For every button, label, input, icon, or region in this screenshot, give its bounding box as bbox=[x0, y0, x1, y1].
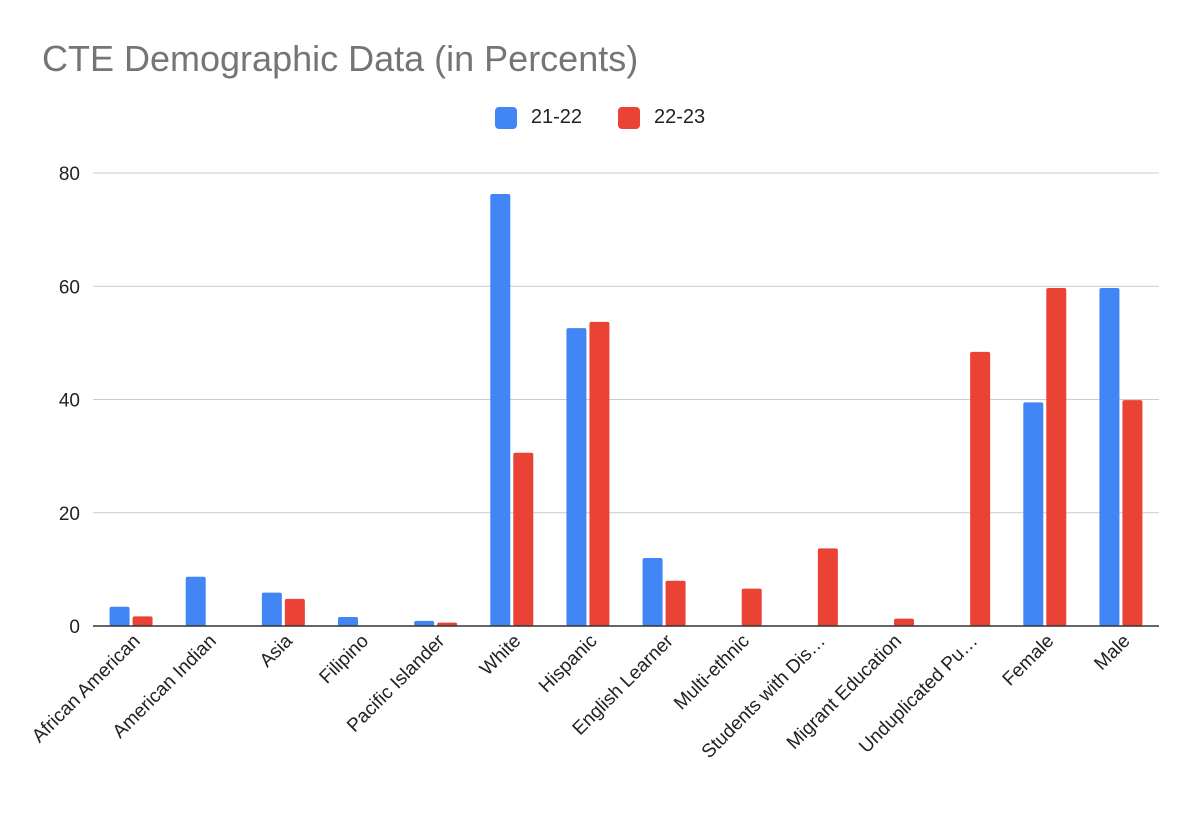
y-tick-label-20: 20 bbox=[59, 504, 80, 525]
bar-series-2-12: 22-23: 59.7 bbox=[1046, 287, 1067, 626]
bar-series-1-12: 21-22: 39.5 bbox=[1023, 402, 1044, 626]
bar-series-2-8: 22-23: 6.6 bbox=[741, 588, 762, 626]
y-tick-label-60: 60 bbox=[59, 277, 80, 298]
x-tick-label-9: Students with Dis… bbox=[698, 631, 830, 763]
bar-series-1-0: 21-22: 3.4 bbox=[109, 606, 130, 626]
bar-series-1-4: 21-22: 0.9 bbox=[414, 620, 435, 626]
x-tick-label-2: Asia bbox=[256, 630, 297, 671]
bar-series-1-2: 21-22: 5.9 bbox=[261, 592, 282, 626]
bar-series-1-13: 21-22: 59.7 bbox=[1099, 287, 1120, 626]
bar-series-1-6: 21-22: 52.6 bbox=[566, 328, 587, 626]
x-tick-label-3: Filipino bbox=[316, 631, 373, 688]
bar-series-1-1: 21-22: 8.7 bbox=[185, 576, 206, 626]
chart-title: CTE Demographic Data (in Percents) bbox=[42, 38, 639, 79]
bar-series-2-2: 22-23: 4.8 bbox=[284, 598, 305, 626]
bar-series-2-11: 22-23: 48.4 bbox=[970, 351, 991, 626]
y-tick-label-40: 40 bbox=[59, 391, 80, 412]
x-tick-label-13: Male bbox=[1090, 631, 1134, 675]
bar-series-2-5: 22-23: 30.6 bbox=[513, 452, 534, 626]
x-tick-label-5: White bbox=[476, 631, 525, 680]
x-tick-label-8: Multi-ethnic bbox=[670, 631, 754, 715]
y-tick-label-0: 0 bbox=[69, 617, 80, 638]
legend: 21-22 22-23 bbox=[0, 106, 1200, 129]
x-tick-label-6: Hispanic bbox=[535, 631, 601, 697]
y-tick-label-80: 80 bbox=[59, 164, 80, 185]
x-tick-label-12: Female bbox=[999, 631, 1059, 691]
bar-series-2-6: 22-23: 53.7 bbox=[589, 321, 610, 626]
legend-entry-series-2[interactable]: 22-23 bbox=[618, 106, 705, 129]
bar-series-2-13: 22-23: 39.9 bbox=[1122, 400, 1143, 626]
legend-swatch-series-2 bbox=[618, 106, 640, 129]
legend-label-series-1: 21-22 bbox=[530, 106, 582, 128]
bar-series-1-3: 21-22: 1.6 bbox=[338, 616, 358, 626]
bar-series-1-7: 21-22: 12 bbox=[642, 558, 663, 626]
legend-swatch-series-1 bbox=[494, 106, 517, 129]
bar-series-2-0: 22-23: 1.7 bbox=[132, 616, 153, 626]
bar-series-2-4: 22-23: 0.6 bbox=[437, 622, 458, 626]
bar-series-2-9: 22-23: 13.7 bbox=[817, 548, 838, 626]
legend-label-series-2: 22-23 bbox=[654, 106, 706, 128]
bar-series-2-10: 22-23: 1.3 bbox=[894, 618, 914, 626]
legend-entry-series-1[interactable]: 21-22 bbox=[494, 106, 582, 129]
bar-series-2-7: 22-23: 8 bbox=[665, 580, 686, 626]
bar-series-1-5: 21-22: 76.3 bbox=[490, 193, 511, 627]
